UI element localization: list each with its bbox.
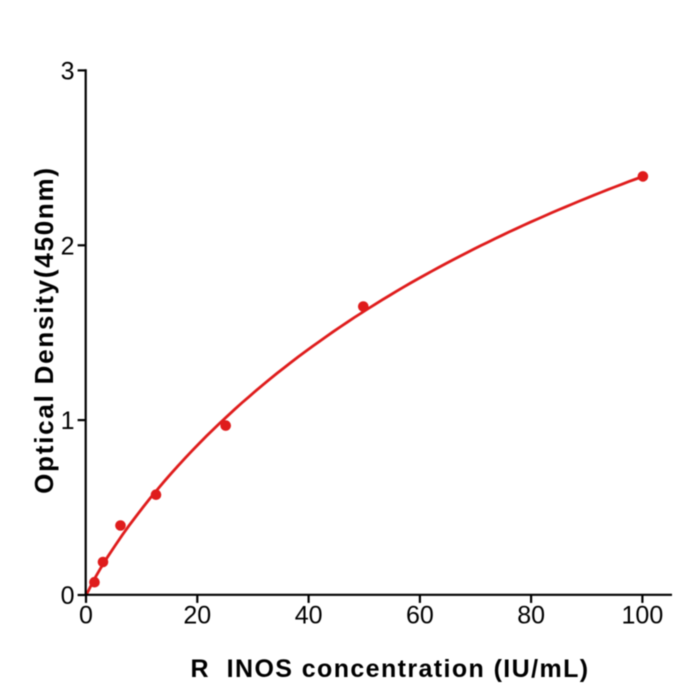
svg-text:1: 1 <box>61 407 75 435</box>
svg-text:2: 2 <box>61 232 75 260</box>
svg-text:60: 60 <box>406 602 434 630</box>
svg-text:0: 0 <box>79 602 93 630</box>
svg-text:20: 20 <box>183 602 211 630</box>
svg-text:Optical Density(450nm): Optical Density(450nm) <box>29 166 59 494</box>
svg-text:80: 80 <box>517 602 545 630</box>
svg-text:R INOS concentration (IU/mL): R INOS concentration (IU/mL) <box>191 655 590 683</box>
svg-text:3: 3 <box>61 57 75 85</box>
svg-text:40: 40 <box>295 602 323 630</box>
svg-text:100: 100 <box>622 602 664 630</box>
svg-text:0: 0 <box>61 582 75 610</box>
